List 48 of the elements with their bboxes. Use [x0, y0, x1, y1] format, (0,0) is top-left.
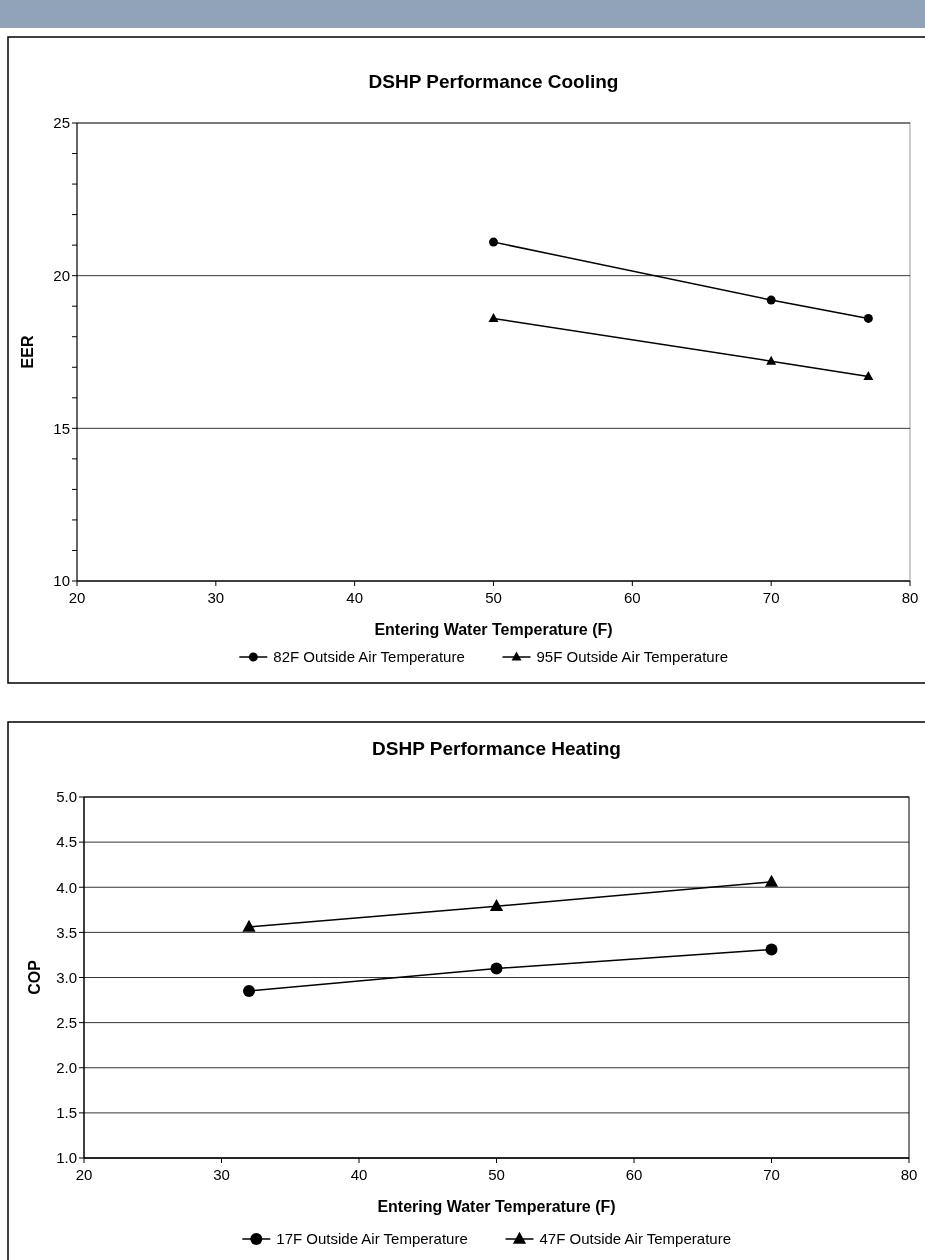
y-tick-label: 3.5: [56, 923, 77, 941]
x-tick-label: 80: [901, 589, 919, 606]
x-tick-label: 60: [625, 1166, 643, 1183]
y-axis-title: EER: [19, 335, 36, 369]
x-axis-title: Entering Water Temperature (F): [377, 1198, 616, 1215]
x-tick-label: 40: [346, 589, 364, 606]
chart-title: DSHP Performance Cooling: [368, 71, 619, 92]
y-axis-title: COP: [26, 959, 43, 995]
point: [242, 919, 256, 932]
legend-label: 47F Outside Air Temperature: [539, 1230, 731, 1247]
point: [489, 237, 498, 247]
point: [863, 371, 874, 381]
x-tick-label: 70: [763, 1166, 780, 1183]
point: [490, 962, 503, 975]
x-axis-title: Entering Water Temperature (F): [374, 621, 613, 638]
y-tick-label: 3.0: [56, 968, 77, 986]
point: [488, 313, 499, 323]
x-tick-label: 40: [350, 1166, 368, 1183]
y-tick-label: 10: [53, 572, 70, 590]
x-tick-label: 20: [75, 1166, 93, 1183]
chart-title: DSHP Performance Heating: [372, 738, 621, 759]
x-tick-label: 70: [762, 589, 780, 606]
x-tick-label: 50: [485, 589, 502, 606]
point: [765, 943, 778, 956]
y-tick-label: 2.0: [56, 1059, 77, 1076]
x-tick-label: 30: [207, 589, 225, 606]
x-tick-label: 30: [213, 1166, 230, 1183]
legend-label: 17F Outside Air Temperature: [276, 1230, 468, 1247]
point: [764, 874, 779, 887]
y-tick-label: 15: [53, 419, 70, 437]
y-tick-label: 2.5: [56, 1013, 77, 1031]
y-tick-label: 1.0: [56, 1149, 77, 1167]
point: [243, 985, 255, 998]
y-tick-label: 1.5: [56, 1104, 77, 1122]
legend-label: 82F Outside Air Temperature: [273, 648, 465, 665]
x-tick-label: 80: [900, 1166, 918, 1183]
y-tick-label: 5.0: [56, 788, 77, 806]
legend-label: 95F Outside Air Temperature: [536, 648, 728, 665]
y-tick-label: 4.5: [56, 833, 77, 851]
y-tick-label: 4.0: [56, 878, 77, 896]
point: [766, 295, 776, 305]
point: [489, 899, 504, 911]
x-tick-label: 60: [623, 589, 641, 606]
y-tick-label: 20: [53, 266, 70, 284]
y-tick-label: 25: [53, 114, 70, 132]
point: [766, 355, 777, 365]
point: [863, 313, 873, 323]
x-tick-label: 50: [488, 1166, 505, 1183]
